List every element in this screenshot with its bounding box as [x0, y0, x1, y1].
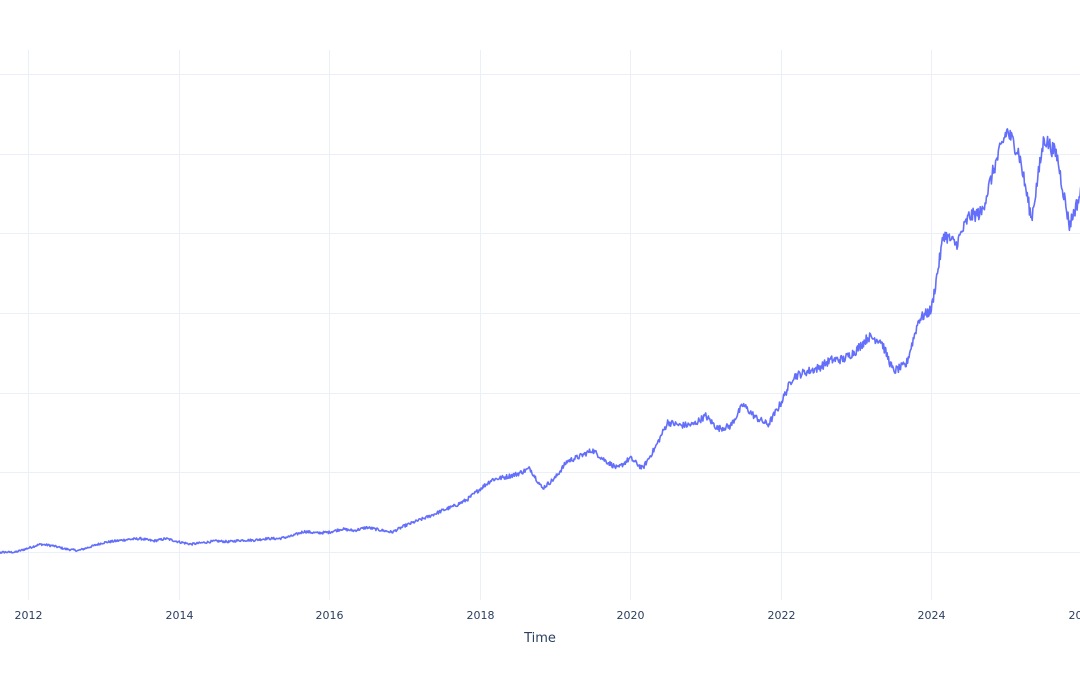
x-tick-label: 2024 — [918, 609, 946, 622]
series-layer — [0, 128, 1080, 554]
y-gridlines — [0, 74, 1080, 553]
x-tick-labels: 2012 2014 2016 2018 2020 2022 2024 2026 — [15, 609, 1080, 622]
x-tick-label: 2016 — [316, 609, 344, 622]
x-tick-label: 2020 — [617, 609, 645, 622]
x-axis-title: Time — [523, 631, 556, 646]
x-tick-label: 2018 — [467, 609, 495, 622]
series-line-0 — [0, 128, 1080, 554]
x-tick-label: 2012 — [15, 609, 43, 622]
x-tick-label: 2014 — [166, 609, 194, 622]
x-gridlines — [28, 50, 932, 600]
x-tick-label: 2026 — [1069, 609, 1080, 622]
x-tick-label: 2022 — [768, 609, 796, 622]
